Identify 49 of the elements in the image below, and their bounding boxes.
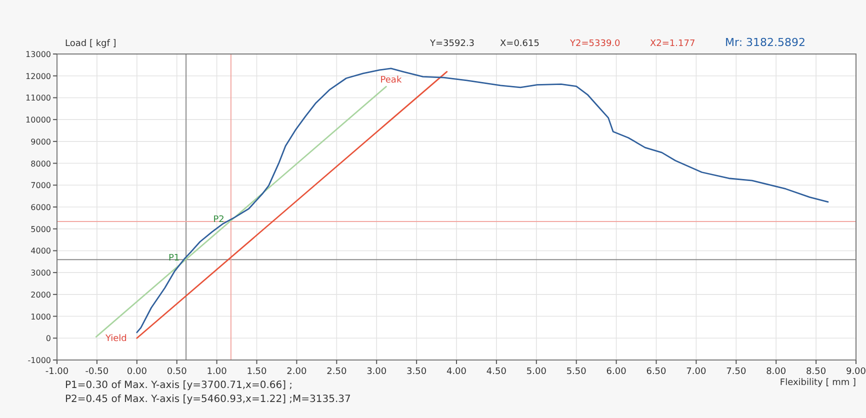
text: Mr: 3182.5892 bbox=[725, 36, 806, 49]
y-tick-label: 6000 bbox=[30, 203, 51, 212]
x-tick-label: 0.00 bbox=[126, 367, 148, 377]
x-tick-label: 9.00 bbox=[846, 367, 866, 377]
x-tick-label: 8.50 bbox=[806, 367, 826, 377]
y-tick-label: 1000 bbox=[30, 312, 51, 322]
x-tick-label: 5.50 bbox=[566, 367, 587, 377]
y-tick-label: -1000 bbox=[28, 356, 51, 365]
y-tick-label: 13000 bbox=[26, 50, 51, 59]
y-tick-label: 11000 bbox=[26, 94, 51, 103]
x-tick-label: 4.50 bbox=[486, 367, 507, 377]
x-tick-label: 7.50 bbox=[726, 367, 746, 377]
x-tick-label: 4.00 bbox=[446, 367, 467, 377]
text: Y2=5339.0 bbox=[569, 39, 621, 49]
y-tick-label: 7000 bbox=[30, 181, 51, 190]
x-tick-label: -1.00 bbox=[45, 367, 69, 377]
x-tick-label: 1.00 bbox=[206, 367, 228, 377]
y-tick-label: 10000 bbox=[26, 116, 51, 125]
y-tick-label: 12000 bbox=[26, 72, 51, 81]
y-tick-label: 4000 bbox=[30, 246, 51, 256]
y-tick-label: 0 bbox=[46, 334, 51, 344]
text: P1=0.30 of Max. Y-axis [y=3700.71,x=0.66] ; bbox=[65, 380, 293, 391]
annotation: P2 bbox=[213, 214, 224, 225]
x-tick-label: 2.00 bbox=[286, 367, 307, 377]
x-tick-label: 0.50 bbox=[166, 367, 188, 377]
x-tick-label: 2.50 bbox=[326, 367, 347, 377]
x-tick-label: 5.00 bbox=[526, 367, 547, 377]
x-tick-label: -0.50 bbox=[85, 367, 109, 377]
x-tick-label: 3.50 bbox=[406, 367, 427, 377]
y-tick-label: 5000 bbox=[30, 224, 51, 234]
y-tick-label: 3000 bbox=[30, 268, 51, 278]
annotation: Yield bbox=[104, 334, 127, 344]
y-tick-label: 2000 bbox=[30, 290, 51, 300]
y-axis-title: Load [ kgf ] bbox=[65, 39, 116, 49]
x-axis-title: Flexibility [ mm ] bbox=[780, 378, 856, 388]
text: X=0.615 bbox=[500, 39, 540, 49]
text: P2=0.45 of Max. Y-axis [y=5460.93,x=1.22] ;M=3135.37 bbox=[65, 394, 351, 405]
text: Y=3592.3 bbox=[429, 39, 475, 49]
x-tick-label: 6.50 bbox=[646, 367, 667, 377]
x-tick-label: 3.00 bbox=[366, 367, 387, 377]
y-tick-label: 9000 bbox=[30, 137, 51, 146]
x-tick-label: 7.00 bbox=[686, 367, 706, 377]
x-tick-label: 6.00 bbox=[606, 367, 627, 377]
x-tick-label: 1.50 bbox=[246, 367, 268, 377]
annotation: Peak bbox=[380, 75, 402, 86]
y-tick-label: 8000 bbox=[30, 159, 51, 168]
x-tick-label: 8.00 bbox=[766, 367, 786, 377]
line-series bbox=[136, 68, 829, 334]
text: X2=1.177 bbox=[650, 39, 696, 49]
